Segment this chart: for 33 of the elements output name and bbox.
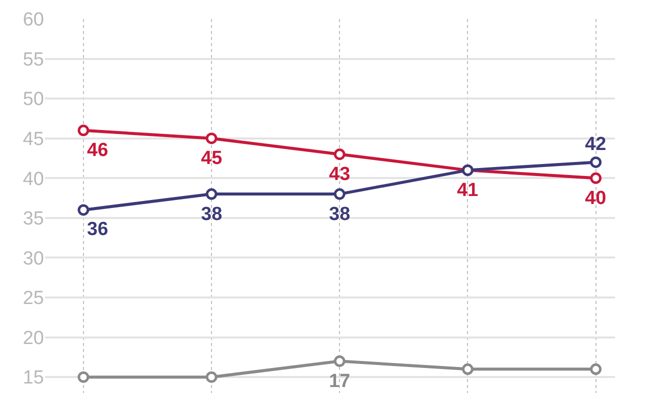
data-label: 46 — [87, 140, 108, 161]
y-tick-label: 25 — [22, 288, 44, 310]
point — [590, 172, 602, 184]
point — [78, 204, 90, 216]
y-tick-label: 30 — [22, 248, 44, 270]
point — [334, 148, 346, 160]
y-tick-label: 15 — [22, 368, 44, 389]
y-tick-label: 45 — [22, 129, 44, 150]
data-label: 42 — [585, 134, 606, 155]
point — [590, 363, 602, 375]
point — [78, 371, 90, 383]
data-label: 45 — [201, 148, 223, 169]
y-tick-label: 35 — [22, 208, 44, 230]
point — [334, 355, 346, 367]
point — [334, 188, 346, 200]
point — [206, 371, 218, 383]
point — [206, 132, 218, 144]
y-tick-label: 55 — [22, 49, 44, 70]
data-label: 36 — [87, 219, 108, 240]
y-tick-label: 20 — [22, 328, 44, 349]
point — [462, 363, 474, 375]
y-tick-label: 60 — [22, 10, 44, 31]
data-label: 17 — [329, 371, 350, 392]
data-label: 41 — [457, 180, 479, 201]
y-tick-label: 40 — [22, 168, 44, 190]
point — [206, 188, 218, 200]
data-label: 38 — [201, 204, 222, 225]
y-tick-label: 50 — [22, 89, 44, 110]
data-label: 43 — [329, 164, 350, 185]
point — [78, 124, 90, 136]
data-label: 40 — [585, 188, 606, 209]
point — [590, 156, 602, 168]
data-label: 38 — [329, 204, 350, 225]
